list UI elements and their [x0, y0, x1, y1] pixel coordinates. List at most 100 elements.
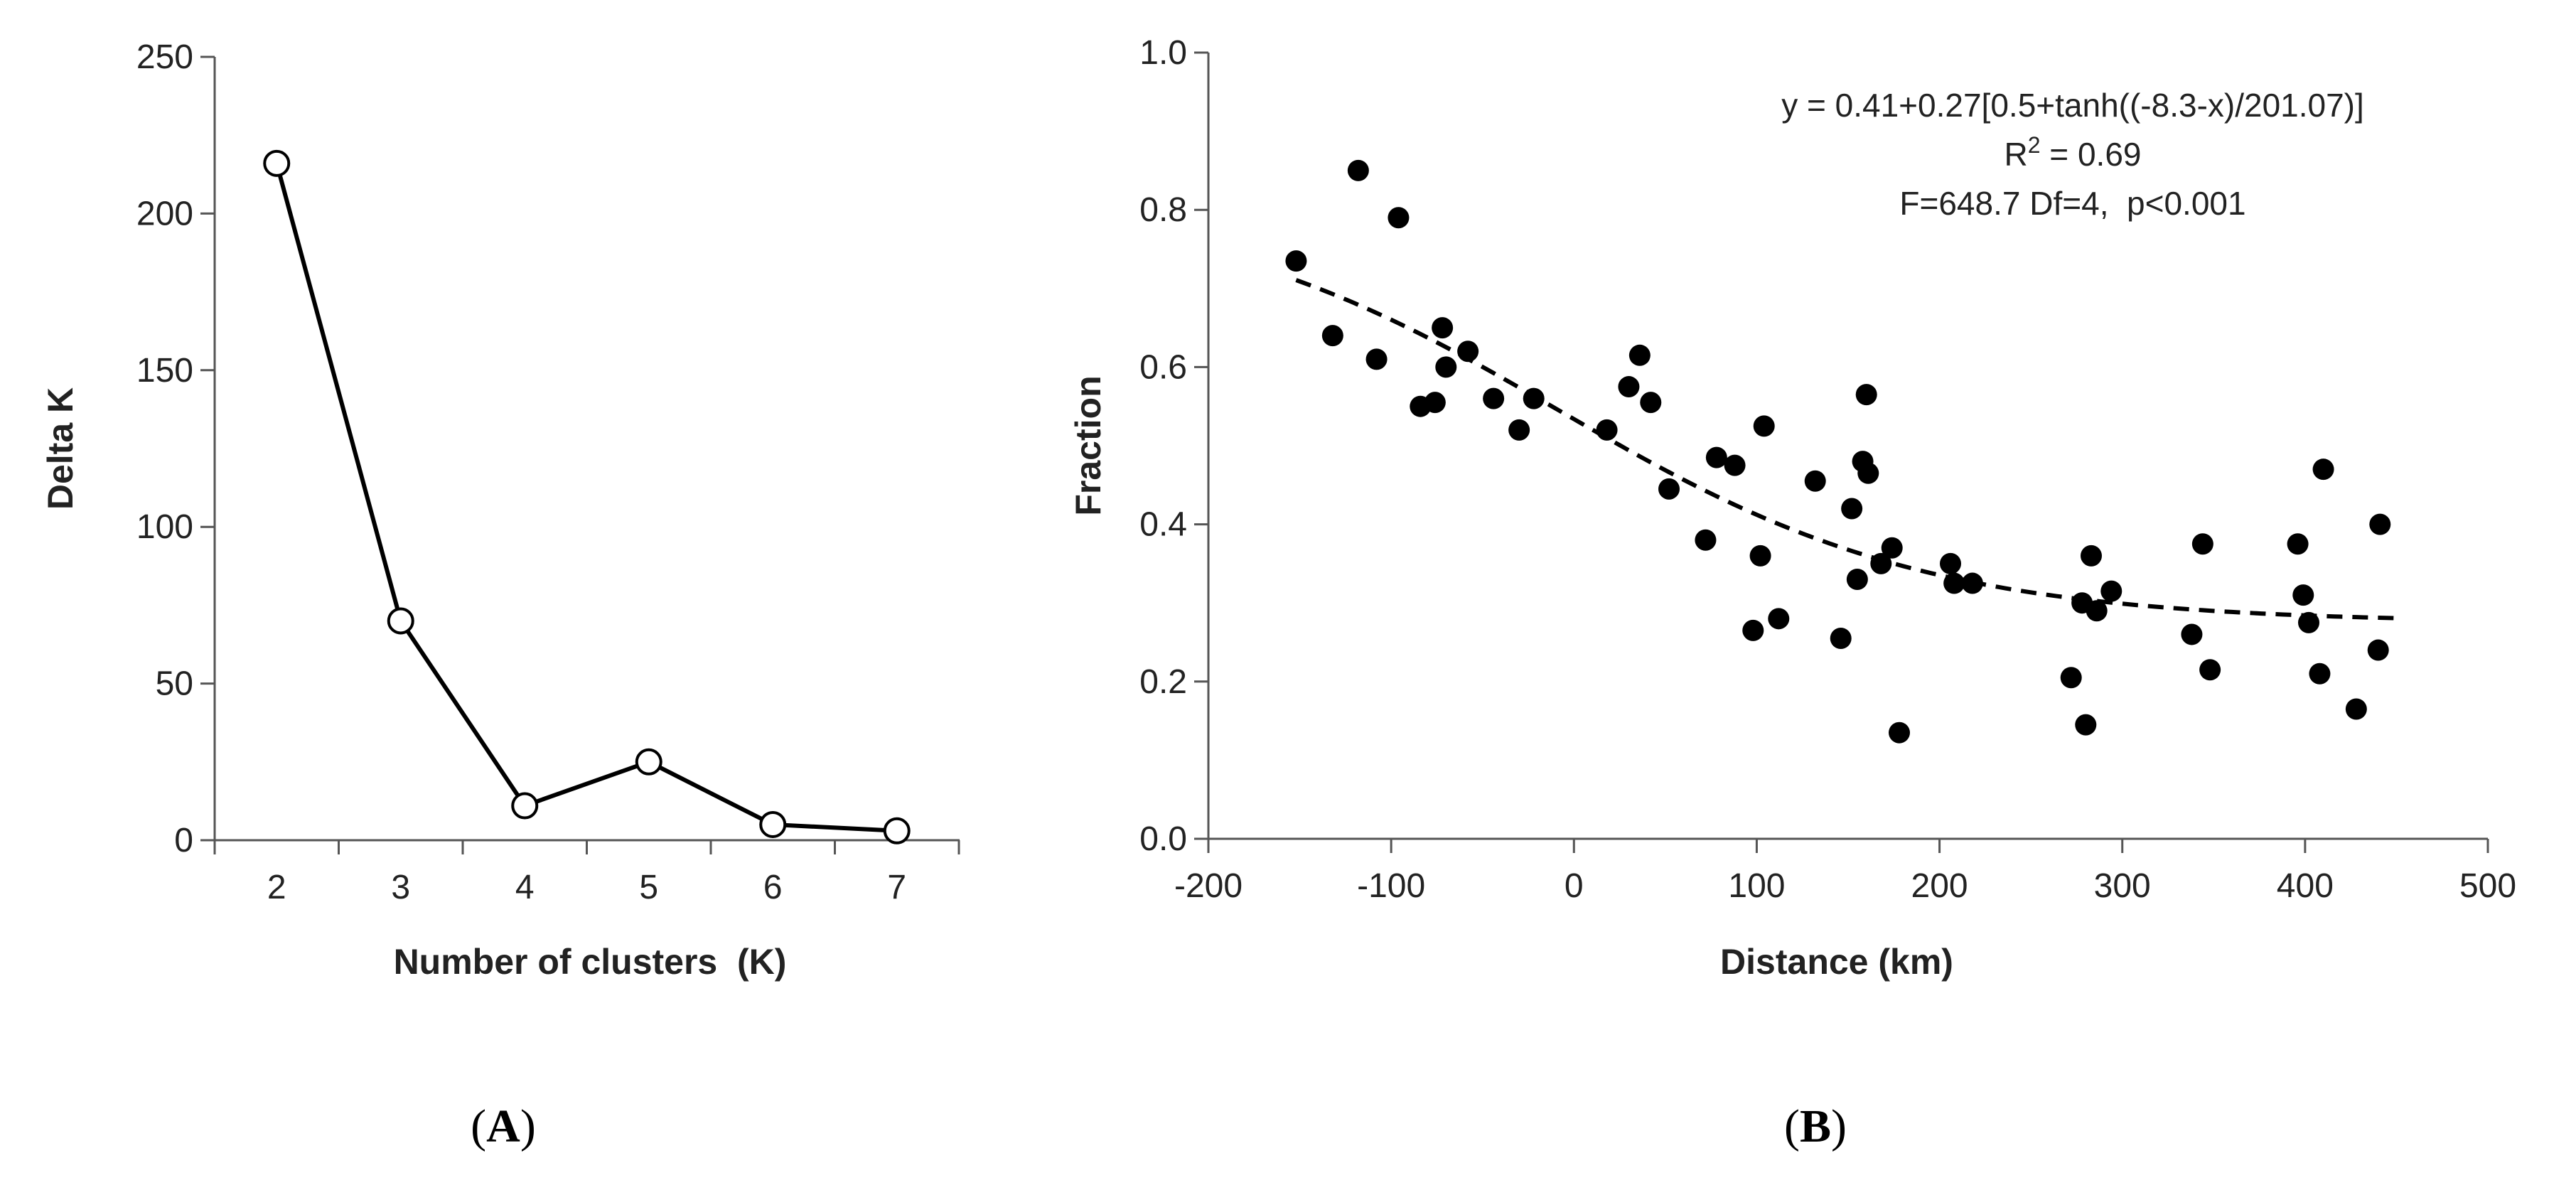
r-squared-base: R	[2005, 136, 2028, 173]
chart-b-xtick-label: -100	[1357, 867, 1425, 905]
panel-label-b-open: (	[1784, 1100, 1800, 1152]
chart-b-point	[1695, 529, 1717, 551]
fit-equation: y = 0.41+0.27[0.5+tanh((-8.3-x)/201.07)]	[1781, 87, 2364, 124]
chart-b-point	[1940, 552, 1961, 574]
chart-b-point	[1768, 608, 1790, 630]
chart-b-point	[2191, 533, 2213, 555]
chart-a-point	[387, 607, 414, 635]
chart-b-point	[1508, 419, 1530, 441]
chart-a-xtick-label: 6	[763, 869, 783, 906]
chart-b-xtick-label: -200	[1174, 867, 1243, 905]
chart-a-xtick-label: 7	[887, 869, 906, 906]
chart-b-ytick-label: 0.8	[1139, 191, 1187, 229]
chart-a-ytick-label: 50	[156, 665, 193, 703]
chart-b-point	[2369, 513, 2391, 535]
chart-b-point	[1841, 498, 1863, 520]
chart-b-point	[1435, 356, 1457, 378]
chart-a-xlabel: Number of clusters (K)	[394, 942, 787, 982]
chart-a-ytick-label: 150	[136, 352, 193, 390]
panel-label-b-letter: B	[1800, 1100, 1831, 1152]
chart-b: 0.0 0.2 0.4 0.6 0.8 1.0 -200 -100 0 100 200 300 400…	[1068, 34, 2516, 982]
chart-b-point	[1628, 344, 1651, 366]
chart-b-point	[1618, 376, 1640, 398]
chart-a-xtick-label: 5	[639, 869, 658, 906]
chart-b-point	[2081, 545, 2102, 567]
chart-b-point	[1424, 392, 1446, 414]
chart-b-xtick-label: 500	[2459, 867, 2516, 905]
chart-b-point	[1870, 552, 1892, 574]
chart-a-xtick-label: 4	[515, 869, 535, 906]
chart-b-xtick-label: 0	[1565, 867, 1584, 905]
chart-b-ytick-label: 0.4	[1139, 506, 1187, 544]
chart-a-ylabel: Delta K	[41, 387, 80, 510]
chart-a-xtick-label: 2	[267, 869, 286, 906]
chart-b-ytick-label: 0.0	[1139, 820, 1187, 858]
chart-b-xtick-label: 200	[1911, 867, 1968, 905]
panel-label-a-close: )	[520, 1100, 536, 1152]
f-statistic: F=648.7 Df=4, p<0.001	[1899, 185, 2245, 222]
panel-label-a: (A)	[471, 1100, 536, 1152]
chart-b-xlabel: Distance (km)	[1720, 942, 1953, 982]
chart-b-point	[2060, 667, 2082, 689]
chart-b-point	[1321, 325, 1343, 347]
chart-b-point	[1347, 159, 1369, 181]
chart-b-point	[1855, 384, 1877, 406]
chart-a-ytick-label: 100	[136, 508, 193, 546]
panel-label-a-letter: A	[486, 1100, 520, 1152]
chart-b-xtick-label: 400	[2277, 867, 2334, 905]
chart-b-ytick-label: 0.2	[1139, 663, 1187, 701]
chart-b-point	[2312, 458, 2334, 481]
chart-b-point	[1943, 572, 1965, 594]
chart-b-point	[1285, 250, 1307, 272]
chart-a-ytick-label: 0	[174, 822, 193, 859]
chart-b-point	[1457, 340, 1479, 363]
chart-a-point	[263, 149, 291, 177]
chart-a-point	[883, 817, 911, 844]
chart-a-xtick-label: 3	[391, 869, 410, 906]
chart-b-point	[2086, 600, 2108, 622]
chart-b-point	[1388, 207, 1410, 229]
chart-b-point	[2075, 714, 2097, 736]
chart-b-xtick-label: 100	[1728, 867, 1785, 905]
chart-a-point	[759, 810, 787, 838]
chart-b-point	[2100, 580, 2122, 602]
chart-b-point	[2287, 533, 2309, 555]
chart-b-point	[1596, 419, 1618, 441]
chart-b-point	[2292, 584, 2314, 606]
chart-b-ytick-label: 0.6	[1139, 348, 1187, 386]
chart-a-ytick-label: 200	[136, 195, 193, 232]
chart-b-point	[2309, 663, 2331, 685]
chart-b-point	[1742, 619, 1764, 641]
chart-b-point	[1753, 415, 1775, 437]
chart-b-point	[2345, 698, 2367, 720]
chart-a-ytick-label: 250	[136, 38, 193, 76]
chart-b-point	[2181, 623, 2203, 645]
panel-label-b-close: )	[1831, 1100, 1847, 1152]
chart-b-point	[1846, 569, 1868, 591]
chart-b-fit-curve	[1295, 278, 2400, 621]
chart-a-point	[635, 748, 662, 776]
panel-label-b: (B)	[1784, 1100, 1847, 1152]
chart-b-point	[1483, 387, 1505, 409]
r-squared: R2 = 0.69	[2005, 132, 2142, 173]
chart-b-point	[1830, 627, 1852, 649]
chart-b-point	[1881, 537, 1903, 559]
chart-b-point	[1365, 348, 1388, 370]
chart-b-point	[2199, 659, 2221, 681]
chart-b-point	[1804, 470, 1826, 492]
chart-b-point	[1749, 545, 1771, 567]
chart-b-ylabel: Fraction	[1068, 375, 1108, 515]
chart-b-point	[1857, 462, 1879, 484]
chart-b-point	[1724, 454, 1746, 476]
r-squared-sup: 2	[2028, 132, 2041, 158]
chart-b-point	[1432, 317, 1454, 339]
r-squared-value: = 0.69	[2041, 136, 2142, 173]
chart-a: 0 50 100 150 200 250 2 3 4 5 6 7 Delta K Number of…	[41, 38, 960, 982]
chart-a-point	[511, 792, 539, 820]
chart-b-point	[2298, 611, 2319, 633]
chart-b-annotation: y = 0.41+0.27[0.5+tanh((-8.3-x)/201.07)]…	[1781, 87, 2364, 222]
panel-label-a-open: (	[471, 1100, 486, 1152]
chart-b-point	[1640, 392, 1662, 414]
chart-a-series-line	[274, 163, 897, 833]
chart-b-point	[1889, 722, 1910, 744]
